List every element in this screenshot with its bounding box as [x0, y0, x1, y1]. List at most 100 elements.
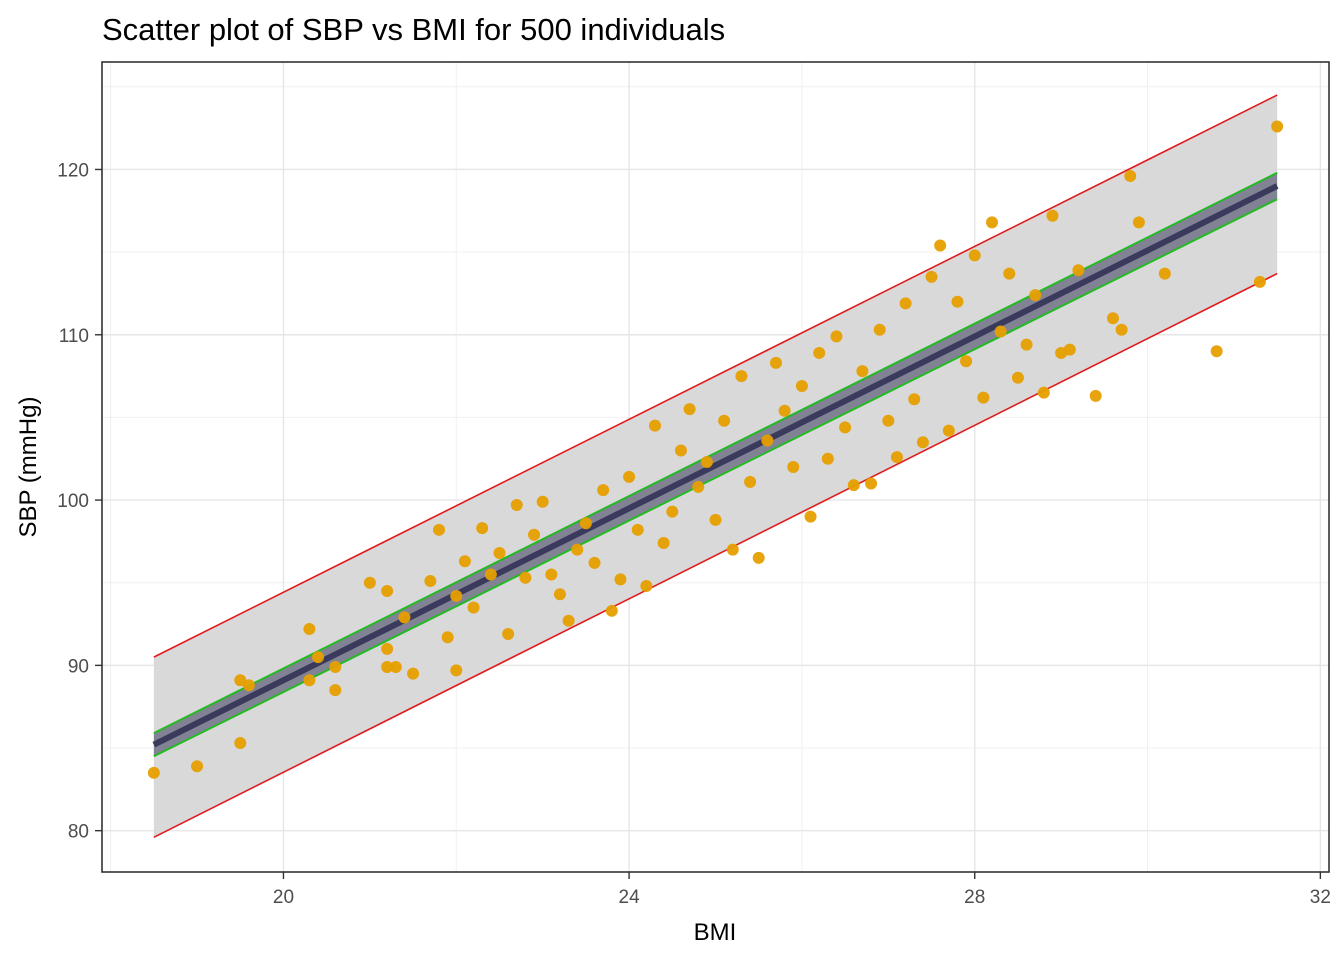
data-point [735, 370, 748, 383]
data-point [700, 456, 713, 469]
data-point [1072, 264, 1085, 277]
data-point [528, 528, 541, 541]
data-point [553, 588, 566, 601]
data-point [363, 576, 376, 589]
data-point [795, 380, 808, 392]
data-point [312, 651, 325, 664]
panel-border [101, 61, 1330, 873]
data-point [605, 604, 618, 617]
data-point [1011, 371, 1024, 384]
points-layer [147, 120, 1284, 779]
data-point [450, 664, 463, 677]
data-point [718, 414, 731, 427]
data-point [830, 330, 843, 343]
data-point [432, 523, 445, 536]
data-point [1003, 267, 1016, 280]
data-point [899, 297, 912, 310]
data-point [787, 461, 800, 473]
x-tick-label: 28 [964, 887, 985, 908]
data-point [519, 571, 532, 584]
data-point [424, 575, 437, 588]
data-point [381, 661, 394, 674]
data-point [1271, 120, 1284, 133]
x-axis: 20 24 28 32 [273, 872, 1331, 908]
data-point [813, 346, 826, 359]
data-point [1106, 312, 1119, 325]
data-point [476, 522, 489, 535]
data-point [191, 760, 204, 773]
data-point [1029, 289, 1042, 302]
data-point [752, 551, 765, 564]
data-point [934, 239, 947, 252]
fit-line [152, 183, 1279, 748]
data-point [683, 403, 696, 416]
data-point [925, 270, 938, 283]
data-point [1037, 386, 1050, 399]
data-point [1046, 209, 1059, 222]
y-tick-label: 100 [57, 491, 89, 512]
y-axis: 80 90 100 110 120 [57, 160, 102, 843]
prediction-band-lower-line [153, 272, 1278, 839]
data-point [882, 414, 895, 427]
data-point [1158, 267, 1171, 280]
data-point [865, 477, 878, 490]
data-point [726, 543, 739, 556]
data-point [389, 661, 402, 674]
y-tick-label: 120 [57, 160, 89, 181]
data-point [839, 421, 852, 434]
data-point [614, 573, 627, 586]
data-point [242, 679, 255, 692]
data-point [1115, 323, 1128, 336]
data-point [303, 674, 316, 687]
data-point [510, 499, 523, 512]
data-point [856, 365, 869, 378]
data-point [1253, 275, 1266, 288]
data-point [778, 404, 791, 417]
x-tick-label: 32 [1310, 887, 1331, 908]
plot-panel [101, 61, 1330, 873]
x-axis-label: BMI [694, 919, 737, 946]
x-tick-label: 24 [619, 887, 641, 908]
data-point [234, 737, 247, 750]
data-point [147, 766, 160, 779]
data-point [536, 495, 549, 508]
data-point [769, 356, 782, 369]
data-point [821, 452, 834, 465]
prediction-band-upper-line [153, 94, 1278, 658]
data-point [579, 517, 592, 530]
data-point [458, 555, 471, 568]
data-point [873, 323, 886, 336]
data-point [1124, 170, 1137, 183]
data-point [484, 568, 497, 581]
data-point [674, 444, 687, 457]
data-point [1132, 216, 1145, 229]
data-point [951, 295, 964, 308]
data-point [407, 667, 420, 680]
y-tick-label: 80 [68, 822, 89, 843]
data-point [994, 325, 1007, 338]
data-point [1089, 389, 1102, 402]
data-point [847, 479, 860, 492]
data-point [441, 631, 454, 644]
y-tick-label: 110 [59, 326, 89, 347]
data-point [804, 510, 817, 523]
data-point [649, 419, 662, 432]
data-point [709, 513, 722, 526]
data-point [942, 424, 955, 437]
data-point [398, 611, 411, 624]
data-point [450, 589, 463, 602]
data-point [329, 661, 342, 674]
data-point [761, 434, 774, 447]
data-point [329, 684, 342, 697]
fit-layer [152, 171, 1279, 758]
data-point [960, 355, 973, 368]
data-point [640, 580, 653, 593]
confidence-band-upper-line [153, 171, 1278, 735]
data-point [493, 546, 506, 559]
data-point [1063, 343, 1076, 356]
data-point [545, 568, 558, 581]
data-point [908, 393, 921, 406]
data-point [562, 614, 575, 627]
y-tick-label: 90 [68, 656, 89, 677]
